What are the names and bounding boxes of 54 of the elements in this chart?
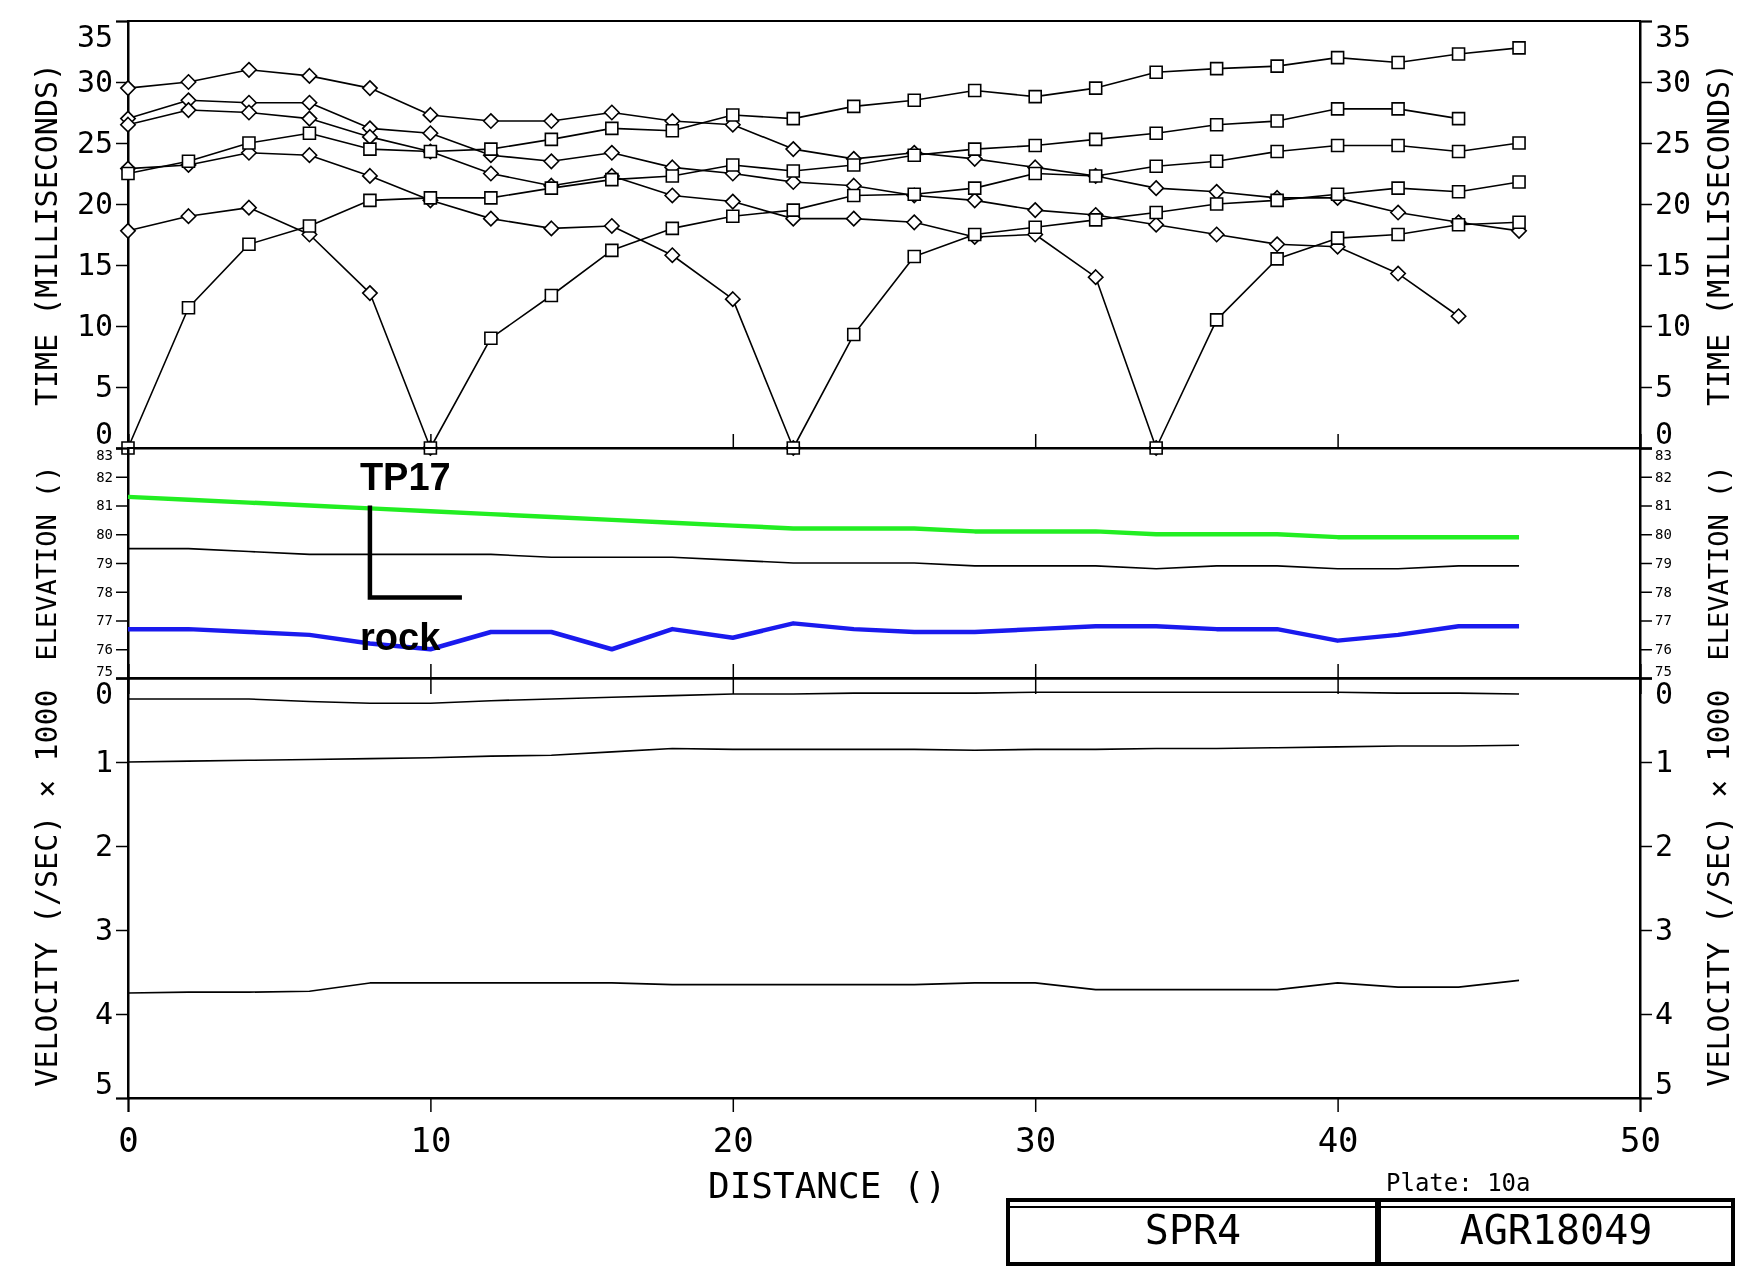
y-tick-label: 5 xyxy=(94,369,113,405)
y2-tick-label: 3 xyxy=(1655,912,1674,948)
y-tick-label: 35 xyxy=(76,19,113,54)
y2-tick-label: 79 xyxy=(1655,554,1672,571)
y2-tick-label: 1 xyxy=(1655,744,1674,780)
y-tick-label: 3 xyxy=(94,912,113,948)
y2-axis-title: VELOCITY (/SEC) × 1000 xyxy=(1700,689,1736,1087)
text: Plate: 10a xyxy=(1386,1169,1531,1197)
x-tick-label: 40 xyxy=(1317,1120,1359,1161)
text: SPR4 xyxy=(1144,1207,1242,1253)
y-tick-label: 76 xyxy=(96,641,113,658)
y-tick-label: 30 xyxy=(76,64,113,100)
y-axis-title: VELOCITY (/SEC) × 1000 xyxy=(28,689,64,1087)
y-tick-label: 82 xyxy=(96,468,113,485)
y2-axis-title: ELEVATION () xyxy=(1702,465,1734,661)
y2-axis-title: TIME (MILLISECONDS) xyxy=(1700,62,1736,407)
y-tick-label: 4 xyxy=(94,996,113,1032)
y2-tick-label: 82 xyxy=(1655,468,1672,485)
x-tick-label: 30 xyxy=(1015,1120,1057,1161)
y2-tick-label: 80 xyxy=(1655,526,1672,543)
y2-tick-label: 30 xyxy=(1655,64,1692,100)
text: AGR18049 xyxy=(1459,1207,1653,1253)
y-axis-title: ELEVATION () xyxy=(30,465,62,661)
y2-tick-label: 4 xyxy=(1655,996,1674,1032)
y2-tick-label: 20 xyxy=(1655,186,1692,222)
y-tick-label: 5 xyxy=(94,1066,113,1101)
y-tick-label: 1 xyxy=(94,744,113,780)
y-tick-label: 2 xyxy=(94,828,113,864)
x-tick-label: 10 xyxy=(410,1120,452,1161)
y-axis-title: TIME (MILLISECONDS) xyxy=(28,62,64,407)
y2-tick-label: 10 xyxy=(1655,308,1692,344)
y2-tick-label: 81 xyxy=(1655,497,1672,514)
y2-tick-label: 25 xyxy=(1655,125,1692,161)
y-tick-label: 81 xyxy=(96,497,113,514)
y2-tick-label: 78 xyxy=(1655,583,1672,600)
y-tick-label: 78 xyxy=(96,583,113,600)
y2-tick-label: 5 xyxy=(1655,1066,1674,1101)
y2-tick-label: 35 xyxy=(1655,19,1692,54)
y-tick-label: 77 xyxy=(96,612,113,629)
annotation: TP17 xyxy=(359,455,451,498)
y2-tick-label: 77 xyxy=(1655,612,1672,629)
x-tick-label: 50 xyxy=(1620,1120,1661,1161)
y-tick-label: 80 xyxy=(96,526,113,543)
y-tick-label: 20 xyxy=(76,186,113,222)
y-tick-label: 10 xyxy=(76,308,113,344)
y2-tick-label: 76 xyxy=(1655,641,1672,658)
y-tick-label: 79 xyxy=(96,554,113,571)
y2-tick-label: 15 xyxy=(1655,247,1692,283)
y-tick-label: 15 xyxy=(76,247,113,283)
x-axis-title: DISTANCE () xyxy=(708,1165,947,1206)
y2-tick-label: 2 xyxy=(1655,828,1674,864)
y2-tick-label: 5 xyxy=(1655,369,1674,405)
x-tick-label: 20 xyxy=(712,1120,754,1161)
y-tick-label: 25 xyxy=(76,125,113,161)
